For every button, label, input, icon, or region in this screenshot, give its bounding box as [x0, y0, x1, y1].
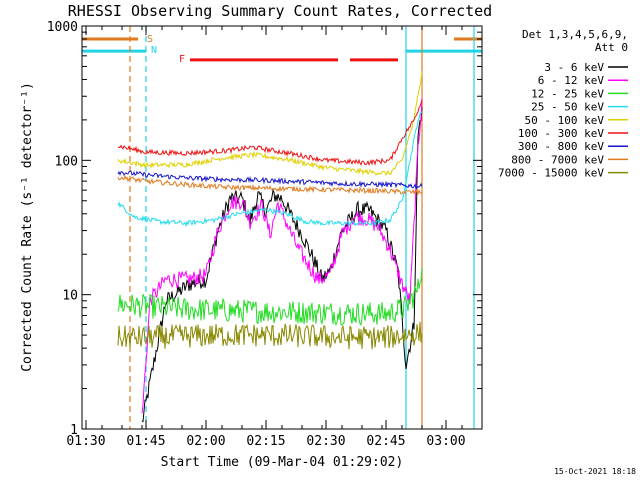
y-tick-label: 10	[62, 289, 78, 304]
legend-entry-label: 300 - 800 keV	[518, 140, 604, 153]
legend-entry-label: 100 - 300 keV	[518, 127, 604, 140]
x-axis-label: Start Time (09-Mar-04 01:29:02)	[161, 455, 404, 470]
y-axis: 1 10 100 1000	[47, 20, 482, 438]
observing-flags: SN F	[82, 34, 482, 65]
night-flag-label: N	[151, 45, 157, 56]
legend-entry-label: 50 - 100 keV	[525, 114, 605, 127]
y-tick-label: 1	[70, 423, 78, 438]
generation-timestamp: 15-Oct-2021 18:18	[554, 467, 636, 476]
x-tick-label: 02:45	[366, 434, 405, 449]
x-tick-label: 02:00	[186, 434, 225, 449]
series-layer	[117, 71, 423, 423]
y-axis-label: Corrected Count Rate (s⁻¹ detector⁻¹)	[20, 82, 35, 372]
series-line	[117, 170, 423, 190]
legend-header-line-1: Det 1,3,4,5,6,9,	[522, 28, 628, 41]
series-line	[117, 267, 423, 326]
series-line	[117, 321, 423, 350]
x-axis: 01:30 01:45 02:00 02:15 02:30 02:45 03:00	[66, 26, 483, 449]
legend-header-line-2: Att 0	[595, 41, 628, 54]
y-tick-label: 1000	[47, 20, 78, 35]
legend-entry-label: 25 - 50 keV	[531, 101, 604, 114]
x-tick-label: 03:00	[426, 434, 465, 449]
legend-entry-label: 800 - 7000 keV	[511, 153, 604, 166]
x-tick-label: 02:15	[246, 434, 285, 449]
y-tick-label: 100	[55, 154, 78, 169]
series-line	[117, 100, 423, 166]
legend-entry-label: 6 - 12 keV	[538, 74, 605, 87]
legend-entry-label: 3 - 6 keV	[544, 61, 604, 74]
legend-entry-label: 7000 - 15000 keV	[498, 167, 604, 180]
series-line	[117, 111, 423, 228]
legend-entry-label: 12 - 25 keV	[531, 87, 604, 100]
series-line	[141, 106, 423, 423]
series-line	[141, 98, 423, 414]
flare-flag-label: F	[179, 54, 185, 65]
x-tick-label: 02:30	[306, 434, 345, 449]
x-tick-label: 01:30	[66, 434, 105, 449]
x-tick-label: 01:45	[126, 434, 165, 449]
series-line	[117, 71, 423, 177]
series-line	[117, 174, 423, 196]
chart-title: RHESSI Observing Summary Count Rates, Co…	[68, 2, 492, 20]
saa-flag-label: S	[147, 34, 153, 45]
